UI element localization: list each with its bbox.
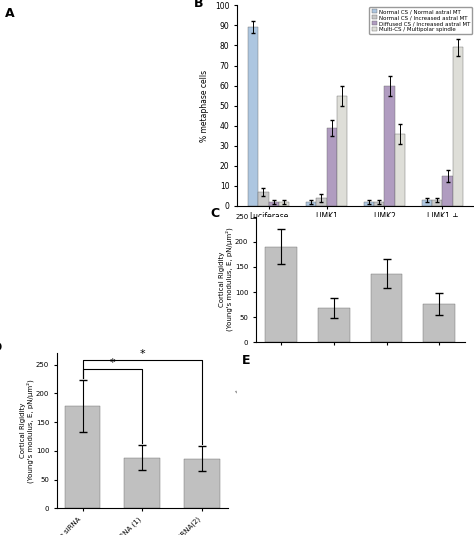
Bar — [124, 457, 160, 508]
Bar — [442, 176, 453, 206]
Bar — [384, 86, 395, 206]
Text: B: B — [194, 0, 204, 10]
Bar — [327, 128, 337, 206]
Text: D: D — [0, 341, 2, 354]
Bar — [184, 459, 220, 508]
Text: E: E — [242, 354, 250, 367]
Bar — [374, 202, 384, 206]
Bar — [64, 406, 100, 508]
Bar — [306, 202, 316, 206]
Bar — [265, 247, 297, 342]
Bar — [371, 273, 402, 342]
Bar — [318, 308, 350, 342]
Bar — [453, 48, 463, 206]
Bar — [421, 200, 432, 206]
Bar — [423, 304, 455, 342]
Y-axis label: Cortical Rigidity
(Young's modulus, E, pN/μm²): Cortical Rigidity (Young's modulus, E, p… — [219, 228, 233, 331]
Bar — [337, 96, 347, 206]
Text: C: C — [210, 207, 219, 219]
Bar — [248, 27, 258, 206]
Text: A: A — [5, 6, 14, 20]
Bar — [395, 134, 405, 206]
Bar — [258, 192, 269, 206]
Text: *: * — [139, 349, 145, 359]
Bar — [364, 202, 374, 206]
Text: *: * — [109, 358, 115, 368]
Bar — [269, 202, 279, 206]
Bar — [432, 200, 442, 206]
Y-axis label: Cortical Rigidity
(Young's modulus, E, pN/μm²): Cortical Rigidity (Young's modulus, E, p… — [19, 379, 34, 483]
Bar — [279, 202, 290, 206]
Legend: Normal CS / Normal astral MT, Normal CS / Increased astral MT, Diffused CS / Inc: Normal CS / Normal astral MT, Normal CS … — [369, 7, 472, 34]
Bar — [316, 198, 327, 206]
Y-axis label: % metaphase cells: % metaphase cells — [201, 70, 210, 142]
